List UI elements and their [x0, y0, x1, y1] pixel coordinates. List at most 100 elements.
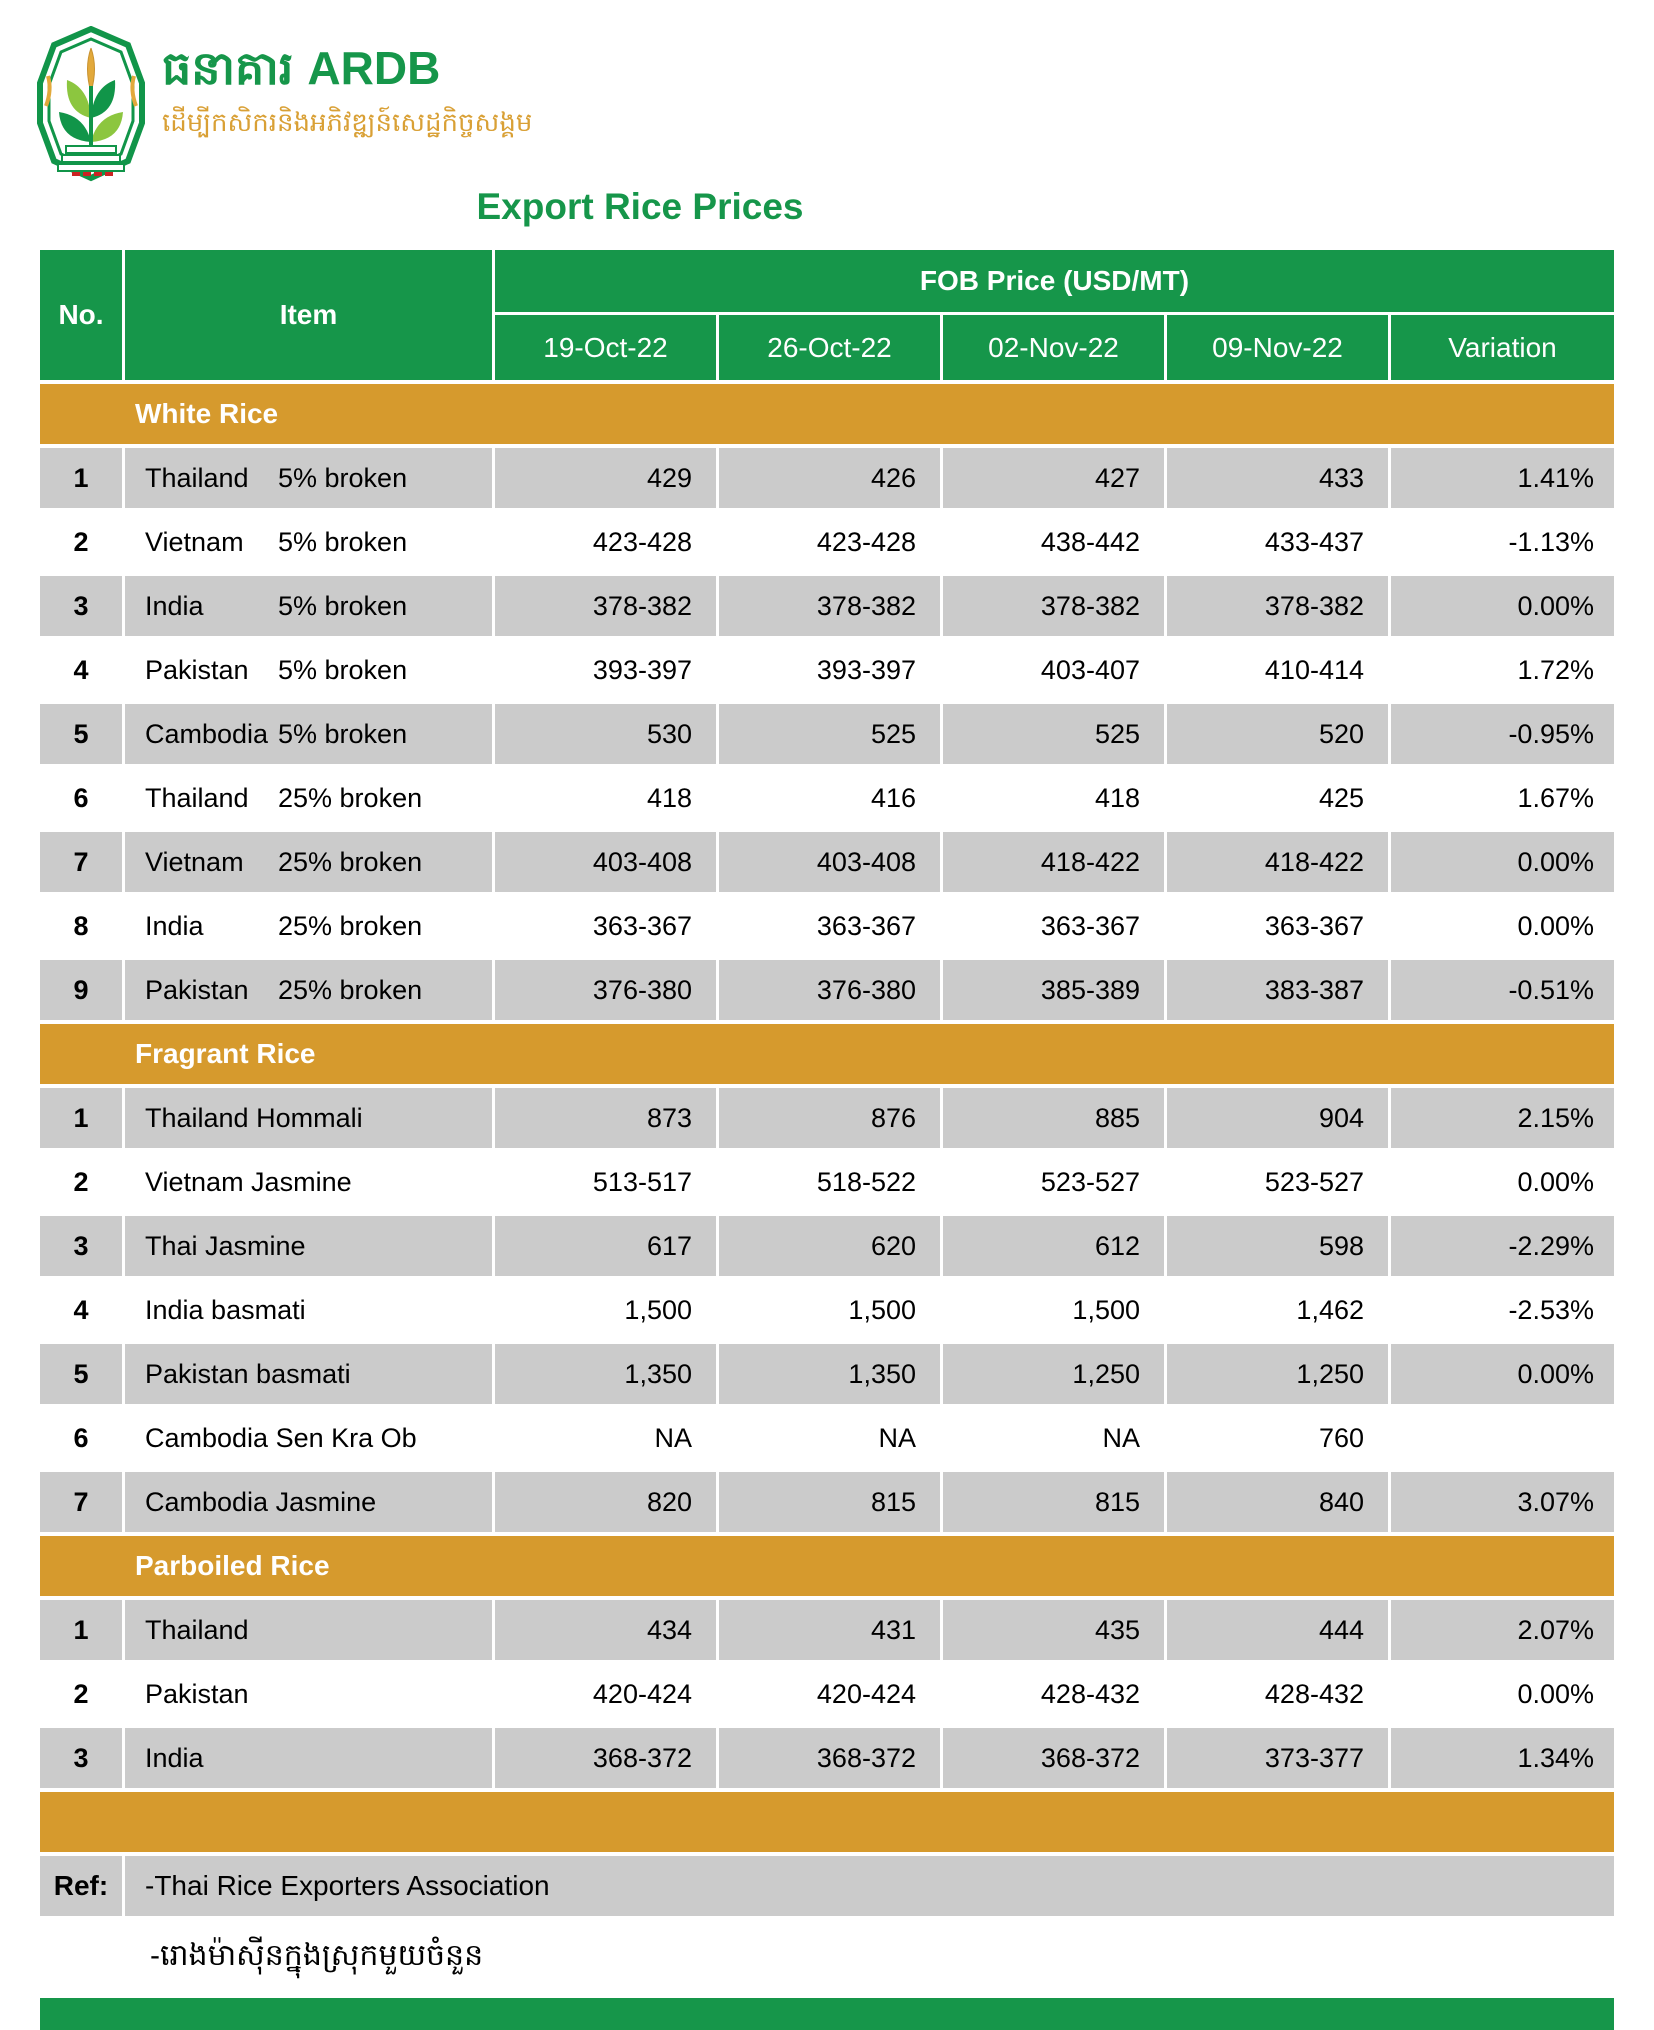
cell-variation: 1.34%: [1391, 1728, 1614, 1788]
table-row: 6 Cambodia Sen Kra Ob NA NA NA 760: [40, 1408, 1614, 1468]
cell-no: 4: [40, 640, 125, 700]
cell-variation: -0.95%: [1391, 704, 1614, 764]
cell-price-2: 876: [719, 1088, 943, 1148]
table-row: 3 India 5% broken 378-382 378-382 378-382 378-…: [40, 576, 1614, 636]
cell-no: 4: [40, 1280, 125, 1340]
cell-item: Vietnam 25% broken: [125, 832, 495, 892]
cell-price-2: NA: [719, 1408, 943, 1468]
cell-price-3: 815: [943, 1472, 1167, 1532]
cell-price-2: 1,500: [719, 1280, 943, 1340]
cell-price-3: 438-442: [943, 512, 1167, 572]
table-body: White Rice 1 Thailand 5% broken 429 426 427 433…: [40, 384, 1614, 1788]
item-name: Thailand: [145, 462, 249, 493]
cell-price-1: 429: [495, 448, 719, 508]
table-row: 7 Cambodia Jasmine 820 815 815 840 3.07%: [40, 1472, 1614, 1532]
ref-label: Ref:: [40, 1856, 125, 1916]
cell-price-2: 393-397: [719, 640, 943, 700]
cell-price-1: 617: [495, 1216, 719, 1276]
item-name: Pakistan: [145, 654, 249, 685]
cell-price-2: 426: [719, 448, 943, 508]
cell-no: 9: [40, 960, 125, 1020]
ref-source-text: -Thai Rice Exporters Association: [125, 1856, 1614, 1916]
item-name: India: [145, 1742, 204, 1773]
cell-price-1: 393-397: [495, 640, 719, 700]
table-row: 1 Thailand Hommali 873 876 885 904 2.15%: [40, 1088, 1614, 1148]
page-title: Export Rice Prices: [476, 186, 804, 227]
export-rice-price-table: No. Item FOB Price (USD/MT) 19-Oct-22 26…: [40, 250, 1614, 2030]
table-row: 1 Thailand 5% broken 429 426 427 433 1.41%: [40, 448, 1614, 508]
table-row: 9 Pakistan 25% broken 376-380 376-380 385-389…: [40, 960, 1614, 1020]
cell-price-3: 427: [943, 448, 1167, 508]
cell-price-3: 385-389: [943, 960, 1167, 1020]
col-header-item: Item: [125, 250, 495, 380]
item-spec: 5% broken: [278, 526, 408, 557]
col-header-variation: Variation: [1391, 315, 1614, 380]
cell-price-4: 373-377: [1167, 1728, 1391, 1788]
cell-price-4: 598: [1167, 1216, 1391, 1276]
cell-price-4: 444: [1167, 1600, 1391, 1660]
cell-no: 7: [40, 1472, 125, 1532]
cell-price-1: 403-408: [495, 832, 719, 892]
item-name: Pakistan: [145, 1678, 249, 1709]
table-row: 4 Pakistan 5% broken 393-397 393-397 403-407 4…: [40, 640, 1614, 700]
cell-price-4: 418-422: [1167, 832, 1391, 892]
cell-price-1: 418: [495, 768, 719, 828]
item-name: Thailand: [145, 1614, 249, 1645]
cell-item: Vietnam 5% broken: [125, 512, 495, 572]
cell-price-3: 428-432: [943, 1664, 1167, 1724]
item-name: Vietnam: [145, 526, 244, 557]
cell-price-4: 1,462: [1167, 1280, 1391, 1340]
item-name: India basmati: [145, 1294, 306, 1325]
table-row: 2 Vietnam Jasmine 513-517 518-522 523-527 523…: [40, 1152, 1614, 1212]
brand-tagline: ដើម្បីកសិករនិងអភិវឌ្ឍន៍សេដ្ឋកិច្ចសង្គម: [162, 107, 533, 137]
cell-price-2: 1,350: [719, 1344, 943, 1404]
cell-variation: 0.00%: [1391, 576, 1614, 636]
cell-price-3: 612: [943, 1216, 1167, 1276]
cell-price-2: 376-380: [719, 960, 943, 1020]
cell-price-4: 383-387: [1167, 960, 1391, 1020]
cell-no: 1: [40, 1600, 125, 1660]
col-header-date-2: 26-Oct-22: [719, 315, 943, 380]
cell-price-2: 368-372: [719, 1728, 943, 1788]
cell-no: 1: [40, 1088, 125, 1148]
cell-item: Pakistan 25% broken: [125, 960, 495, 1020]
cell-price-3: 403-407: [943, 640, 1167, 700]
reference-row: Ref: -Thai Rice Exporters Association: [40, 1856, 1614, 1916]
cell-variation: 0.00%: [1391, 832, 1614, 892]
table-row: 1 Thailand 434 431 435 444 2.07%: [40, 1600, 1614, 1660]
table-header: No. Item FOB Price (USD/MT) 19-Oct-22 26…: [40, 250, 1614, 380]
cell-price-4: 428-432: [1167, 1664, 1391, 1724]
item-name: Vietnam: [145, 846, 244, 877]
item-spec: 5% broken: [278, 718, 408, 749]
cell-no: 2: [40, 1152, 125, 1212]
cell-price-3: 435: [943, 1600, 1167, 1660]
cell-no: 5: [40, 1344, 125, 1404]
cell-variation: 0.00%: [1391, 1344, 1614, 1404]
brand-name-khmer: ធនាគារ: [162, 42, 294, 94]
cell-price-2: 416: [719, 768, 943, 828]
cell-price-1: 820: [495, 1472, 719, 1532]
table-row: 4 India basmati 1,500 1,500 1,500 1,462 -2.53%: [40, 1280, 1614, 1340]
item-name: Thailand: [145, 782, 249, 813]
cell-price-3: 523-527: [943, 1152, 1167, 1212]
cell-item: India 5% broken: [125, 576, 495, 636]
cell-price-1: 1,350: [495, 1344, 719, 1404]
table-row: 6 Thailand 25% broken 418 416 418 425 1.67%: [40, 768, 1614, 828]
brand-text: ធនាគារ ARDB ដើម្បីកសិករនិងអភិវឌ្ឍន៍សេដ្ឋក…: [162, 40, 532, 144]
section-header: White Rice: [40, 384, 1614, 444]
cell-price-4: 840: [1167, 1472, 1391, 1532]
ardb-logo-emblem: [37, 25, 145, 182]
cell-price-3: 1,500: [943, 1280, 1167, 1340]
cell-no: 2: [40, 512, 125, 572]
table-row: 3 India 368-372 368-372 368-372 373-377 1.34%: [40, 1728, 1614, 1788]
cell-price-1: 873: [495, 1088, 719, 1148]
cell-item: Pakistan basmati: [125, 1344, 495, 1404]
cell-item: India: [125, 1728, 495, 1788]
cell-price-2: 518-522: [719, 1152, 943, 1212]
cell-price-4: 425: [1167, 768, 1391, 828]
table-row: 2 Pakistan 420-424 420-424 428-432 428-432 0.0…: [40, 1664, 1614, 1724]
ref-note-khmer: -រោងម៉ាស៊ីនក្នុងស្រុកមួយចំនួន: [40, 1920, 1614, 1995]
cell-price-1: 513-517: [495, 1152, 719, 1212]
cell-price-2: 363-367: [719, 896, 943, 956]
cell-variation: [1391, 1408, 1614, 1468]
